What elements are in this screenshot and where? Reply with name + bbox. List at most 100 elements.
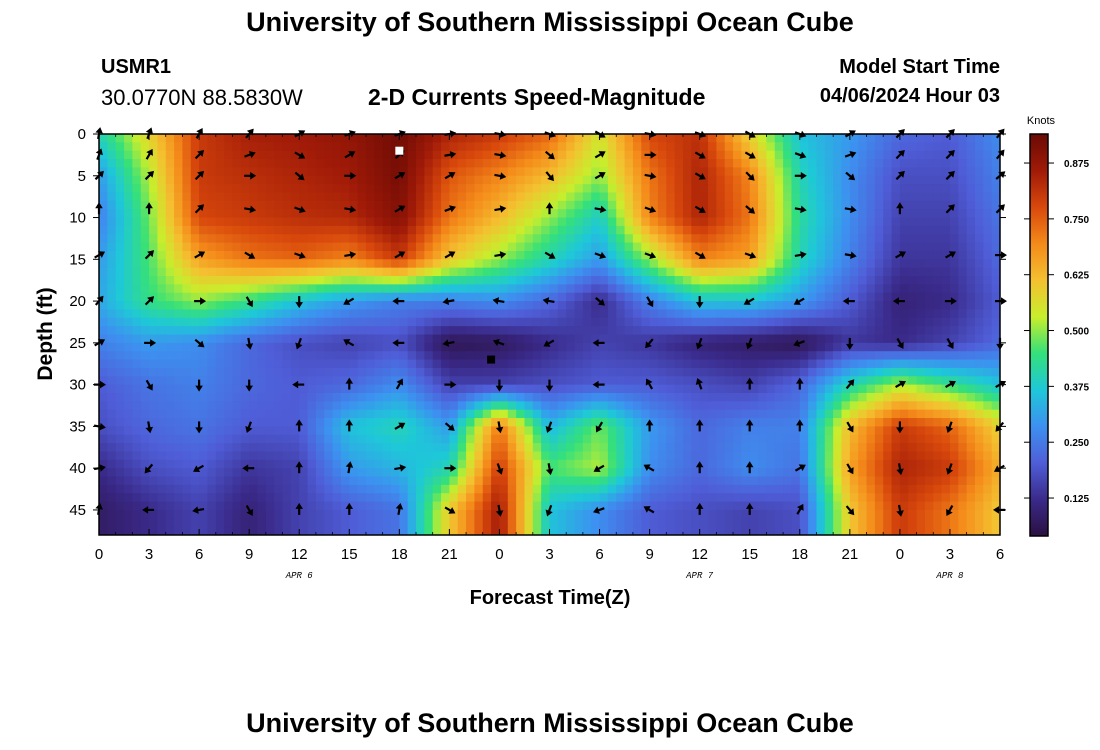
- heatmap-cell: [265, 334, 275, 344]
- heatmap-cell: [758, 334, 767, 344]
- heatmap-cell: [516, 401, 526, 411]
- heatmap-cell: [591, 468, 601, 478]
- heatmap-cell: [758, 175, 767, 185]
- heatmap-cell: [340, 392, 350, 402]
- heatmap-cell: [708, 434, 717, 444]
- heatmap-cell: [499, 167, 509, 177]
- heatmap-cell: [282, 384, 292, 394]
- heatmap-cell: [407, 367, 417, 377]
- heatmap-cell: [883, 434, 893, 444]
- heatmap-cell: [624, 426, 634, 436]
- heatmap-cell: [574, 250, 584, 260]
- heatmap-cell: [399, 367, 409, 377]
- heatmap-cell: [632, 326, 642, 336]
- heatmap-cell: [382, 418, 392, 427]
- heatmap-cell: [499, 259, 509, 269]
- heatmap-cell: [899, 259, 909, 269]
- heatmap-cell: [541, 401, 551, 411]
- heatmap-cell: [632, 426, 642, 436]
- heatmap-cell: [524, 342, 534, 352]
- heatmap-cell: [407, 217, 417, 227]
- heatmap-cell: [432, 434, 442, 444]
- heatmap-cell: [933, 317, 943, 327]
- heatmap-cell: [140, 217, 150, 227]
- heatmap-cell: [107, 484, 117, 494]
- heatmap-cell: [365, 392, 375, 402]
- heatmap-cell: [107, 209, 117, 219]
- heatmap-cell: [240, 501, 250, 511]
- heatmap-cell: [466, 359, 476, 369]
- heatmap-cell: [883, 200, 893, 210]
- heatmap-cell: [340, 367, 350, 377]
- heatmap-cell: [724, 150, 734, 160]
- heatmap-cell: [132, 192, 142, 202]
- heatmap-cell: [758, 367, 767, 377]
- heatmap-cell: [215, 476, 225, 486]
- heatmap-cell: [107, 242, 117, 252]
- heatmap-cell: [899, 384, 909, 394]
- heatmap-cell: [758, 134, 767, 143]
- heatmap-cell: [808, 493, 818, 503]
- heatmap-cell: [657, 351, 667, 361]
- heatmap-cell: [557, 209, 567, 219]
- heatmap-cell: [649, 384, 659, 394]
- heatmap-cell: [149, 509, 158, 519]
- heatmap-cell: [382, 401, 392, 411]
- heatmap-cell: [224, 484, 234, 494]
- heatmap-cell: [674, 167, 684, 177]
- heatmap-cell: [299, 200, 309, 210]
- heatmap-cell: [791, 334, 801, 344]
- heatmap-cell: [824, 367, 834, 377]
- heatmap-cell: [599, 351, 609, 361]
- heatmap-cell: [657, 426, 667, 436]
- heatmap-cell: [140, 476, 150, 486]
- heatmap-cell: [708, 250, 717, 260]
- heatmap-cell: [224, 225, 234, 235]
- heatmap-cell: [799, 225, 809, 235]
- heatmap-cell: [424, 242, 434, 252]
- heatmap-cell: [866, 309, 876, 319]
- heatmap-cell: [874, 476, 884, 486]
- heatmap-cell: [224, 493, 234, 503]
- heatmap-cell: [399, 359, 409, 369]
- heatmap-cell: [916, 250, 926, 260]
- heatmap-cell: [841, 334, 851, 344]
- heatmap-cell: [491, 509, 501, 519]
- heatmap-cell: [491, 443, 501, 453]
- heatmap-cell: [441, 434, 450, 444]
- heatmap-cell: [924, 134, 934, 143]
- heatmap-cell: [557, 468, 567, 478]
- heatmap-cell: [941, 175, 951, 185]
- heatmap-cell: [666, 317, 676, 327]
- heatmap-cell: [516, 392, 526, 402]
- heatmap-cell: [632, 259, 642, 269]
- heatmap-cell: [916, 401, 926, 411]
- heatmap-cell: [274, 418, 284, 427]
- heatmap-cell: [941, 217, 951, 227]
- heatmap-cell: [833, 134, 843, 143]
- heatmap-cell: [874, 150, 884, 160]
- heatmap-cell: [499, 351, 509, 361]
- heatmap-cell: [524, 292, 534, 302]
- heatmap-cell: [207, 150, 217, 160]
- heatmap-cell: [374, 209, 384, 219]
- heatmap-cell: [215, 184, 225, 194]
- heatmap-cell: [933, 184, 943, 194]
- heatmap-cell: [816, 493, 826, 503]
- heatmap-cell: [174, 392, 184, 402]
- heatmap-cell: [733, 142, 742, 152]
- heatmap-cell: [390, 250, 400, 260]
- heatmap-cell: [933, 142, 943, 152]
- heatmap-cell: [716, 200, 726, 210]
- heatmap-cell: [708, 276, 717, 285]
- heatmap-cell: [307, 434, 317, 444]
- heatmap-cell: [115, 509, 125, 519]
- heatmap-cell: [699, 217, 709, 227]
- heatmap-cell: [132, 301, 142, 311]
- heatmap-cell: [816, 200, 826, 210]
- heatmap-cell: [808, 217, 818, 227]
- heatmap-cell: [257, 217, 267, 227]
- heatmap-cell: [424, 276, 434, 285]
- heatmap-cell: [883, 326, 893, 336]
- heatmap-cell: [282, 276, 292, 285]
